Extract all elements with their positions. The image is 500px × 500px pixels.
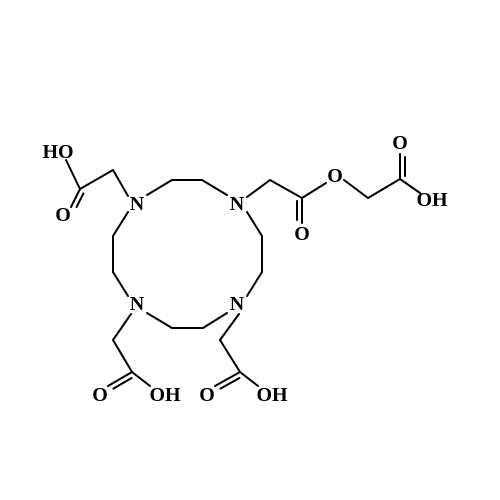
atom-label: O (92, 384, 108, 406)
bond-line (368, 179, 400, 198)
atom-label: N (230, 193, 245, 215)
bond-line (247, 180, 270, 197)
bond-line (113, 378, 131, 389)
bond-line (220, 314, 239, 340)
bond-line (113, 272, 128, 296)
bond-line (147, 180, 172, 195)
atom-label: OH (416, 189, 448, 211)
bond-line (66, 160, 80, 189)
atom-label: HO (42, 141, 73, 163)
molecule-diagram: NNNNOHOOOHOOHOOOOH (0, 0, 500, 500)
bond-line (247, 212, 262, 236)
bond-line (220, 378, 239, 389)
bond-line (113, 212, 128, 236)
bond-line (202, 180, 227, 195)
bond-line (147, 313, 172, 328)
bond-line (80, 170, 113, 189)
atom-label: O (392, 132, 408, 154)
bond-line (240, 372, 258, 386)
bond-line (113, 170, 128, 196)
bond-line (344, 180, 368, 198)
atom-label: OH (256, 384, 288, 406)
bond-line (132, 372, 150, 386)
atom-label: N (130, 293, 145, 315)
bond-line (113, 340, 132, 372)
bond-line (247, 272, 262, 296)
bond-line (220, 340, 240, 372)
bond-line (113, 314, 131, 340)
atom-label: N (130, 193, 145, 215)
bond-line (203, 313, 227, 328)
atom-label: O (55, 204, 71, 226)
bond-line (302, 183, 326, 198)
atom-label: O (294, 223, 310, 245)
atom-label: O (327, 165, 343, 187)
atom-label: O (199, 384, 215, 406)
atom-label: OH (149, 384, 181, 406)
bond-line (270, 180, 302, 198)
atom-label: N (230, 293, 245, 315)
